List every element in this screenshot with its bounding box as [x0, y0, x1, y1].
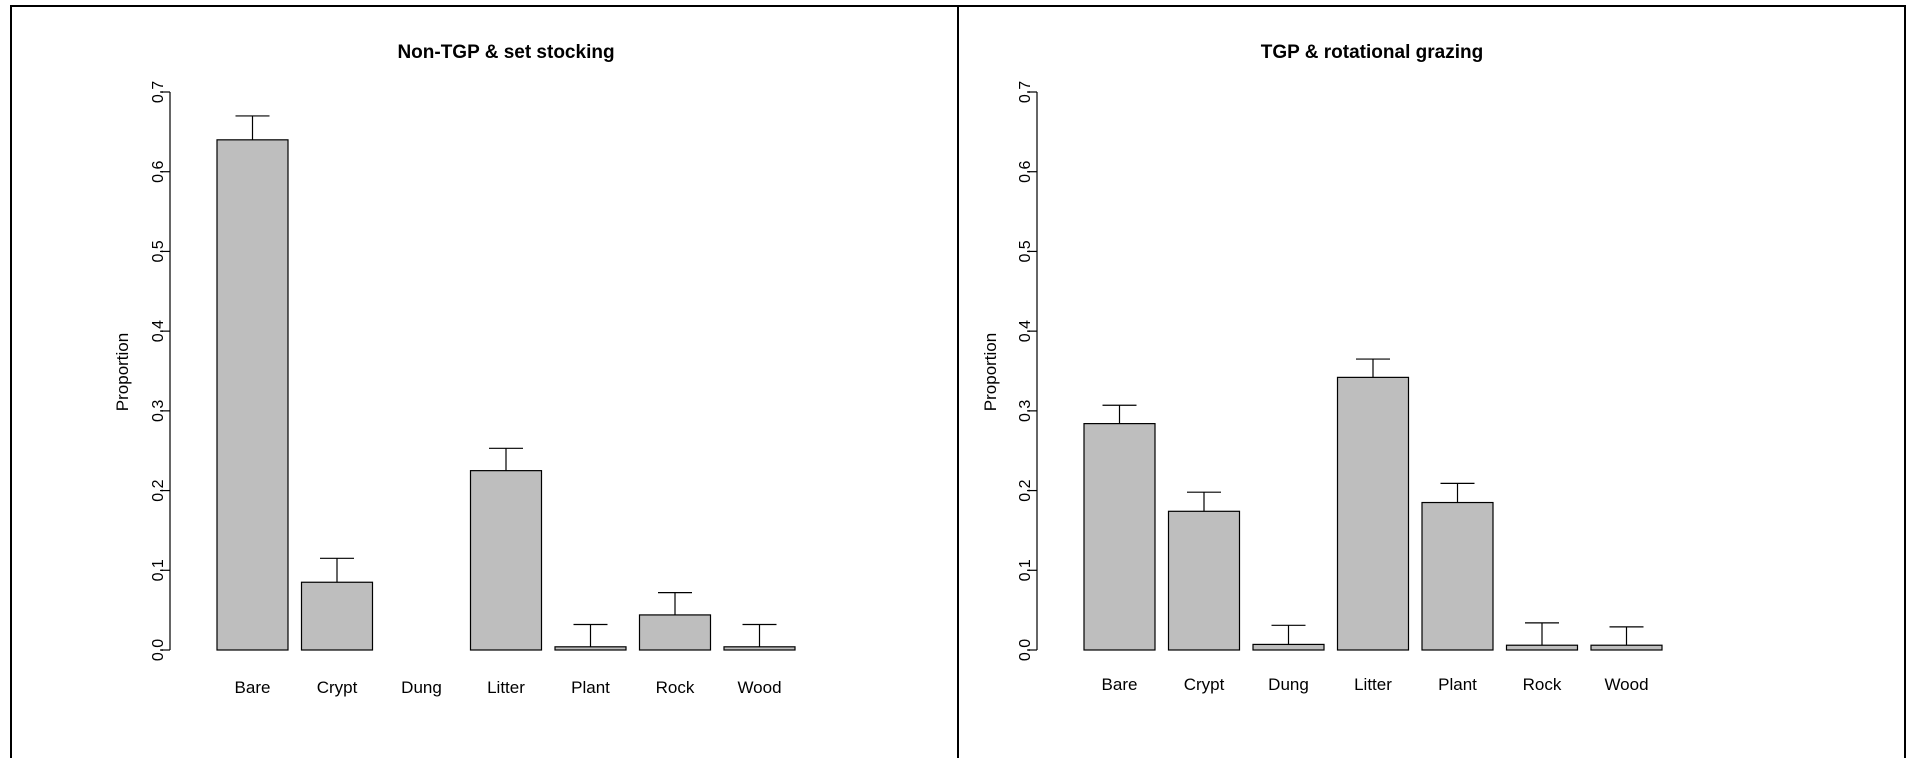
bar-rock [1505, 644, 1579, 651]
x-tick-label-plant: Plant [1438, 675, 1477, 694]
x-tick-label-dung: Dung [1268, 675, 1309, 694]
x-tick-label-wood: Wood [1604, 675, 1648, 694]
y-axis-label: Proportion [113, 333, 132, 411]
x-tick-labels: Bare Crypt Dung Litter Plant Rock Wood [1102, 675, 1649, 694]
x-tick-label-litter: Litter [1354, 675, 1392, 694]
chart-panel-non-tgp: Non-TGP & set stocking Proportion 0.0 0.1… [10, 5, 959, 758]
x-tick-label-wood: Wood [737, 678, 781, 697]
bar-bare [216, 139, 289, 651]
x-tick-label-bare: Bare [235, 678, 271, 697]
y-tick-label: 0.3 [1017, 400, 1034, 422]
chart-title: TGP & rotational grazing [1261, 42, 1483, 63]
error-bars [1102, 358, 1644, 646]
y-tick-label: 0.5 [1017, 240, 1034, 262]
y-tick-label: 0.6 [1017, 160, 1034, 182]
x-tick-label-rock: Rock [656, 678, 695, 697]
y-tick-label: 0.0 [150, 639, 167, 661]
y-tick-label: 0.4 [150, 320, 167, 342]
y-tick-label: 0.0 [1017, 639, 1034, 661]
y-axis-label: Proportion [981, 333, 1000, 411]
error-bars [235, 115, 777, 647]
x-tick-label-rock: Rock [1523, 675, 1562, 694]
bar-plant [1421, 501, 1494, 651]
bars [1083, 376, 1663, 651]
y-tick-label: 0.1 [1017, 559, 1034, 581]
bars [216, 139, 796, 651]
x-tick-labels: Bare Crypt Dung Litter Plant Rock Wood [235, 678, 782, 697]
x-tick-label-litter: Litter [487, 678, 525, 697]
x-tick-label-dung: Dung [401, 678, 442, 697]
y-tick-label: 0.7 [1017, 81, 1034, 103]
y-tick-label: 0.3 [150, 400, 167, 422]
chart-title: Non-TGP & set stocking [397, 42, 614, 63]
y-tick-label: 0.2 [150, 479, 167, 501]
bar-crypt [1167, 510, 1241, 651]
bar-wood [1590, 644, 1663, 651]
y-tick-label: 0.1 [150, 559, 167, 581]
chart-panel-tgp: TGP & rotational grazing Proportion 0.00… [957, 5, 1906, 758]
x-tick-label-crypt: Crypt [317, 678, 358, 697]
y-tick-label: 0.6 [150, 160, 167, 182]
y-tick-label: 0.4 [1017, 320, 1034, 342]
x-tick-label-bare: Bare [1102, 675, 1138, 694]
bar-crypt [300, 581, 374, 651]
y-tick-label: 0.7 [150, 81, 167, 103]
bar-litter [1336, 376, 1410, 651]
bar-wood [723, 646, 796, 651]
panel-border [957, 5, 1906, 758]
bar-plant [554, 646, 627, 651]
y-axis: 0.0 0.1 0.2 0.3 0.4 0.5 0.6 0.7 [150, 81, 171, 661]
y-tick-label: 0.5 [150, 240, 167, 262]
y-axis: 0.0 0.1 0.2 0.3 0.4 0.5 0.6 0.7 [1017, 81, 1038, 661]
bar-dung [1252, 643, 1325, 651]
bar-bare [1083, 423, 1156, 651]
bar-litter [469, 470, 543, 651]
y-tick-label: 0.2 [1017, 479, 1034, 501]
x-tick-label-crypt: Crypt [1184, 675, 1225, 694]
x-tick-label-plant: Plant [571, 678, 610, 697]
bar-rock [638, 614, 712, 651]
